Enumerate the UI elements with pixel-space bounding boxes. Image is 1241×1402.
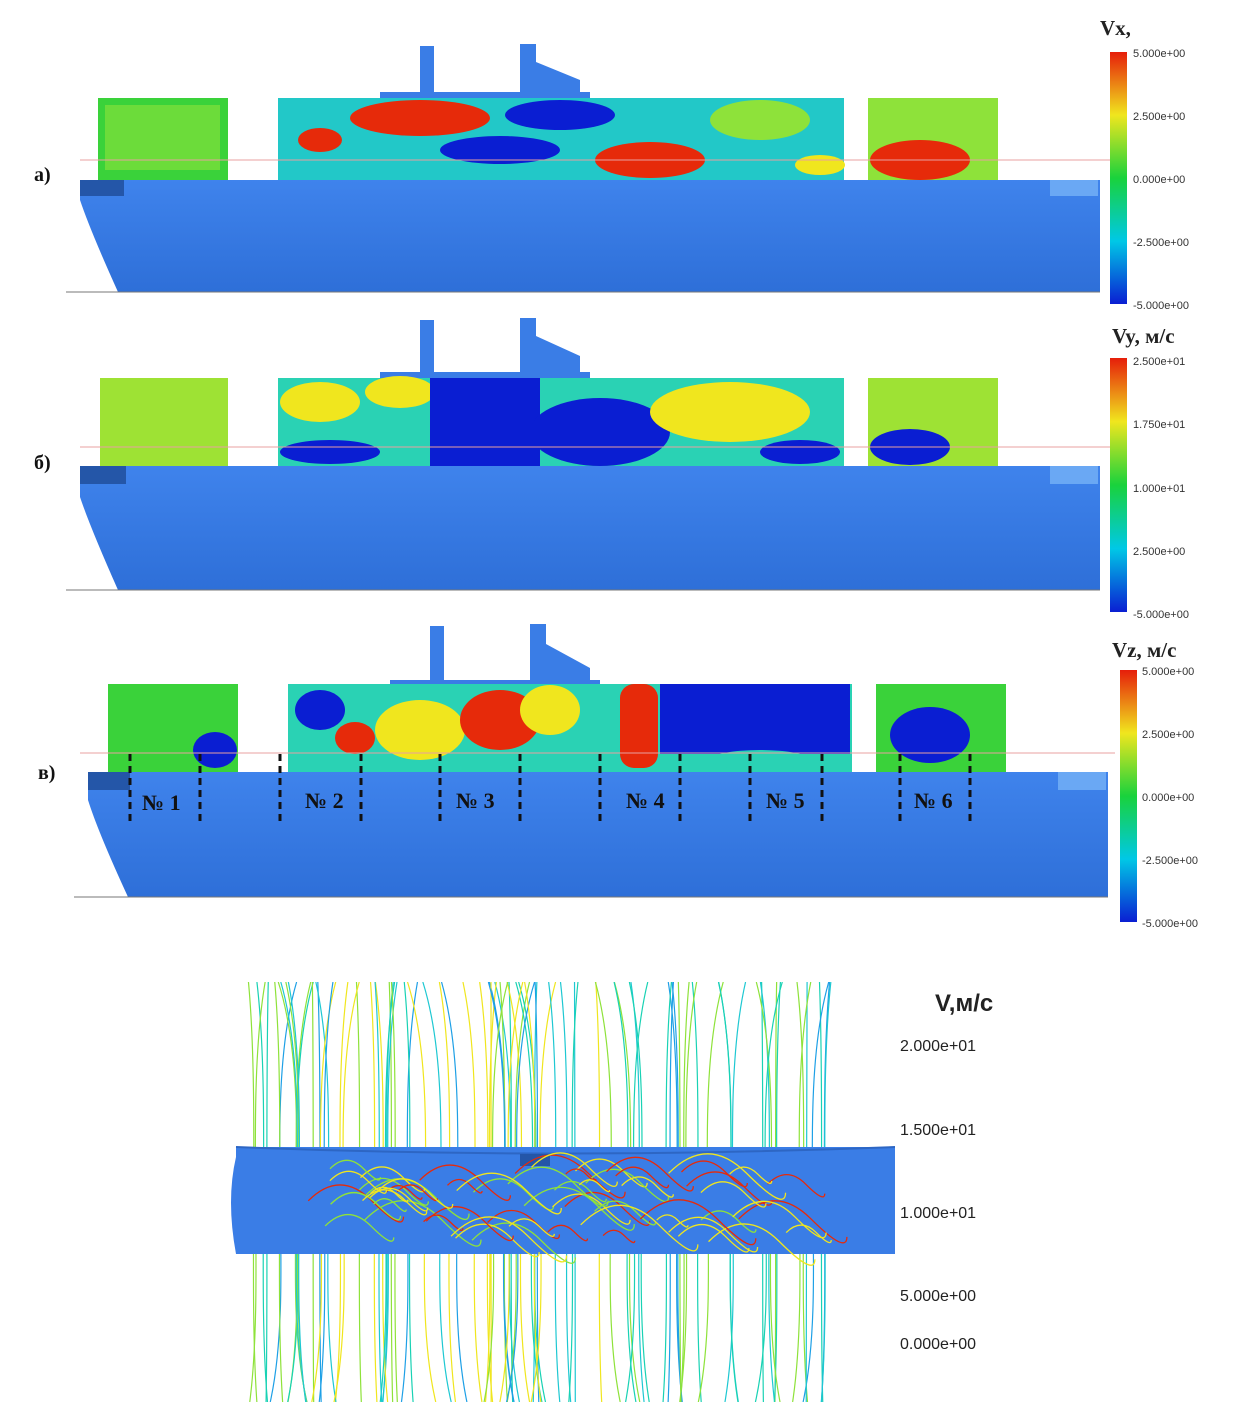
streamline-vortex — [507, 1166, 609, 1207]
streamline-vortex — [621, 1176, 674, 1198]
streamline-vortex — [602, 1229, 636, 1244]
colorbar-tick: 0.000e+00 — [1142, 792, 1195, 804]
streamline-vortex — [360, 1166, 426, 1193]
streamline-vortex — [373, 1198, 407, 1212]
ship-hull-topview — [231, 1147, 895, 1254]
streamline-vortex — [455, 1223, 540, 1258]
streamline-vortex — [386, 1184, 423, 1200]
streamline-vortex — [456, 1172, 562, 1215]
speed-tick: 5.000e+00 — [900, 1288, 977, 1305]
streamline-vortex — [363, 1200, 482, 1247]
colorbar-title: Vx, — [1100, 16, 1131, 40]
streamline-vortex — [681, 1160, 748, 1188]
streamline-vortex — [324, 1213, 395, 1242]
streamline-vortex — [450, 1216, 568, 1263]
streamline-vortex — [668, 1216, 759, 1253]
colorbar-tick: 1.750e+01 — [1133, 419, 1186, 431]
streamline-vortex — [329, 1170, 388, 1194]
contour-panel-vx: а) Vx, 5.000e+00 2.500e+00 0.000e+00 -2.… — [0, 0, 1241, 312]
streamline-vortex — [554, 1180, 607, 1203]
colorbar-tick: 0.000e+00 — [1133, 174, 1186, 186]
colorbar-tick: -2.500e+00 — [1142, 855, 1198, 867]
contour-panel-vy: б) Vy, м/с 2.500e+01 1.750e+01 1.000e+01… — [0, 312, 1241, 622]
streamline-vortex — [425, 1206, 514, 1242]
streamline-vortex — [606, 1156, 694, 1192]
ship-contour-vz — [74, 624, 1137, 922]
colorbar-tick: 2.500e+00 — [1133, 546, 1186, 558]
speed-tick: 2.000e+01 — [900, 1038, 977, 1055]
panel-label: в) — [38, 762, 56, 784]
colorbar-tick: 2.500e+01 — [1133, 356, 1186, 368]
streamline-vortex — [656, 1214, 689, 1228]
streamline-vortex — [565, 1168, 597, 1182]
streamline-vortex — [677, 1223, 750, 1253]
streamline-vortex — [547, 1224, 589, 1242]
colorbar-tick: 5.000e+00 — [1133, 48, 1186, 60]
hold-label-5: № 5 — [766, 788, 805, 813]
colorbar-tick: -5.000e+00 — [1133, 609, 1189, 621]
hold-label-1: № 1 — [142, 790, 181, 815]
contour-panel-vz: в) № 1 № 2 № 3 № 4 № 5 № 6 Vz, м/с 5.000… — [0, 620, 1241, 940]
colorbar-tick: 2.500e+00 — [1142, 729, 1195, 741]
streamline-vortex — [564, 1191, 651, 1226]
streamline-vortex — [594, 1200, 657, 1226]
hold-label-3: № 3 — [456, 788, 495, 813]
streamline-vortex — [729, 1166, 773, 1184]
streamline-vortex — [447, 1178, 483, 1194]
streamline-vortex — [668, 1153, 787, 1200]
streamline-vortex — [523, 1186, 635, 1231]
streamline-vortex — [785, 1224, 832, 1244]
colorbar-tick: -5.000e+00 — [1142, 918, 1198, 930]
ship-contour-vx — [66, 44, 1127, 304]
speed-colorbar-title: V,м/с — [935, 990, 994, 1017]
streamline-vortex — [700, 1210, 757, 1233]
hold-label-2: № 2 — [305, 788, 344, 813]
speed-tick: 0.000e+00 — [900, 1336, 977, 1353]
streamline-vortex — [552, 1193, 631, 1225]
streamline-vortex — [767, 1173, 826, 1198]
colorbar-tick: 5.000e+00 — [1142, 666, 1195, 678]
streamline-vortex — [329, 1159, 382, 1181]
streamline-vortex — [732, 1200, 827, 1239]
speed-tick: 1.000e+01 — [900, 1205, 977, 1222]
streamline-vortex — [578, 1179, 611, 1193]
colorbar-tick: 1.000e+01 — [1133, 483, 1186, 495]
streamline-vortex — [580, 1204, 699, 1252]
panel-label: а) — [34, 164, 51, 186]
hold-label-6: № 6 — [914, 788, 953, 813]
streamlines-foreground — [307, 1152, 848, 1266]
streamline-vortex — [362, 1189, 428, 1216]
hold-label-4: № 4 — [626, 788, 665, 813]
streamline-vortex — [396, 1184, 439, 1202]
streamline-vortex — [364, 1178, 470, 1221]
streamline-vortex — [514, 1154, 626, 1199]
streamline-vortex — [508, 1218, 555, 1237]
streamline-vortex — [330, 1191, 402, 1221]
streamline-vortex — [307, 1184, 405, 1223]
colorbar-tick: 2.500e+00 — [1133, 111, 1186, 123]
speed-tick: 1.500e+01 — [900, 1122, 977, 1139]
colorbar-tick: -5.000e+00 — [1133, 300, 1189, 312]
colorbar-tick: -2.500e+00 — [1133, 237, 1189, 249]
streamline-vortex — [472, 1178, 555, 1211]
streamline-vortex — [615, 1166, 670, 1189]
streamline-vortex — [700, 1181, 767, 1208]
streamline-vortex — [358, 1177, 429, 1206]
colorbar-title: Vy, м/с — [1112, 324, 1175, 348]
streamline-vortex — [419, 1164, 512, 1201]
colorbar-title: Vz, м/с — [1112, 638, 1177, 662]
streamline-vortex — [531, 1152, 618, 1187]
ship-contour-vy — [66, 318, 1127, 612]
panel-label: б) — [34, 452, 51, 474]
streamline-plot — [231, 982, 896, 1402]
streamline-vortex — [639, 1199, 757, 1246]
streamline-vortex — [376, 1178, 454, 1209]
